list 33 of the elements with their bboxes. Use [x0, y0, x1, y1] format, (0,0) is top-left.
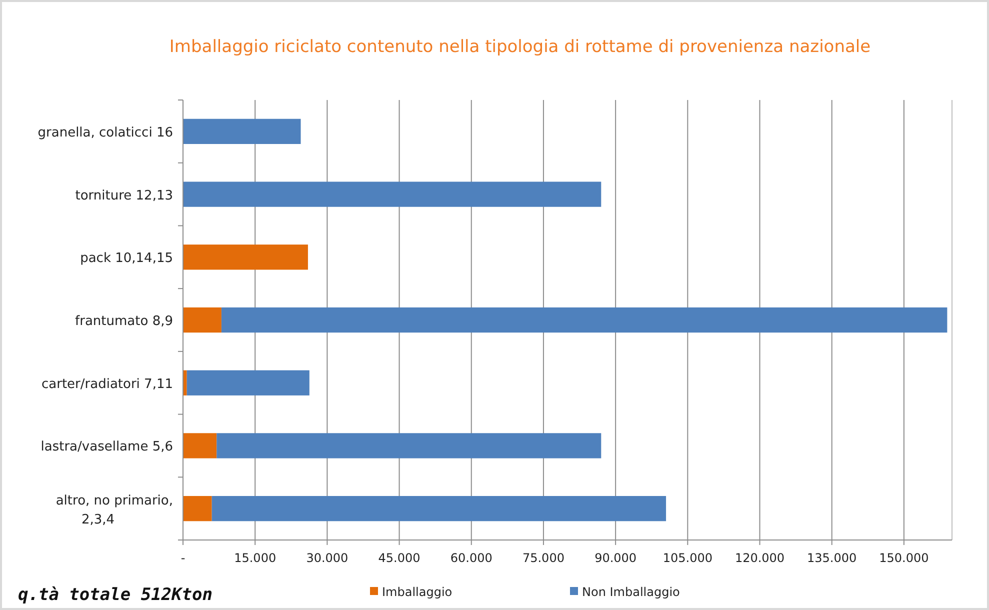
legend-label: Non Imballaggio [582, 585, 680, 599]
y-tick-label: granella, colaticci 16 [38, 125, 173, 140]
bar [183, 370, 187, 396]
bar [186, 370, 310, 396]
x-tick-label: 60.000 [450, 551, 492, 565]
y-tick-label: torniture 12,13 [75, 188, 173, 204]
bar [183, 118, 301, 144]
bar [183, 307, 222, 333]
x-tick-label: 120.000 [734, 551, 785, 565]
bar [216, 433, 602, 458]
x-tick-label: - [180, 551, 186, 565]
bar [212, 496, 666, 522]
x-tick-label: 15.000 [234, 551, 276, 565]
x-tick-label: 105.000 [662, 551, 712, 565]
y-tick-label: lastra/vasellame 5,6 [40, 440, 173, 455]
bar [221, 307, 948, 333]
y-tick-label: frantumato 8,9 [75, 314, 173, 329]
x-tick-label: 75.000 [522, 551, 564, 565]
bar [183, 244, 308, 270]
y-tick-label: carter/radiatori 7,11 [41, 376, 173, 392]
bar [183, 182, 602, 207]
y-tick-label: pack 10,14,15 [80, 251, 173, 266]
legend-label: Imballaggio [382, 585, 452, 599]
x-tick-label: 150.000 [879, 551, 929, 565]
bar [183, 433, 217, 458]
x-tick-label: 90.000 [594, 551, 637, 565]
x-tick-label: 45.000 [378, 551, 420, 565]
x-tick-label: 135.000 [807, 551, 857, 565]
chart-title: Imballaggio riciclato contenuto nella tipologia di rottame di provenienza nazionale [169, 37, 871, 57]
y-tick-label: altro, no primario, 2,3,4 [56, 494, 173, 528]
text: q.tà totale 512Kton [18, 585, 212, 605]
x-tick-label: 30.000 [306, 551, 348, 565]
bar [183, 496, 212, 522]
